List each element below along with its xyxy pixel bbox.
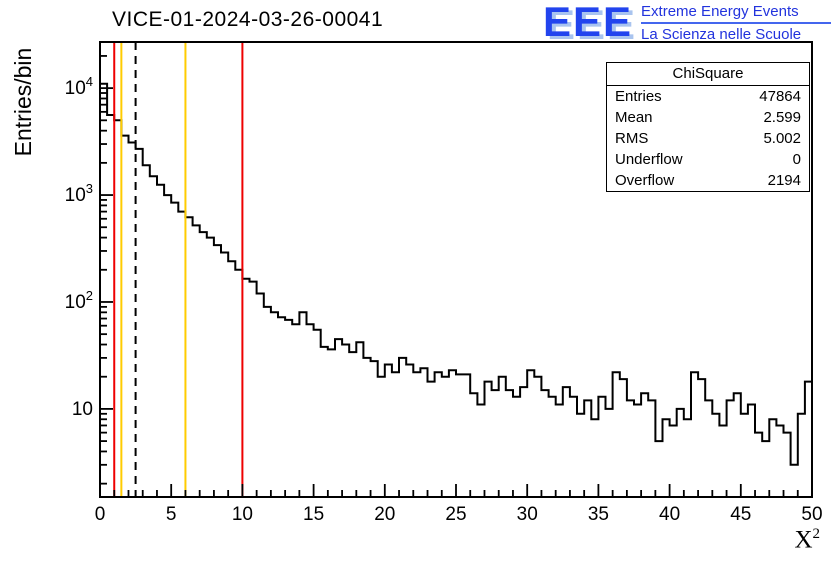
svg-text:10: 10 xyxy=(232,504,253,525)
stats-row-underflow: Underflow 0 xyxy=(607,149,809,170)
stats-value: 0 xyxy=(792,151,801,168)
svg-text:50: 50 xyxy=(801,504,822,525)
svg-text:104: 104 xyxy=(65,74,93,99)
svg-text:30: 30 xyxy=(517,504,538,525)
eee-logo-text: EEE xyxy=(543,0,634,45)
stats-label: Underflow xyxy=(615,151,683,168)
stats-label: Mean xyxy=(615,109,653,126)
svg-text:40: 40 xyxy=(659,504,680,525)
svg-text:103: 103 xyxy=(65,181,93,206)
logo-divider xyxy=(641,22,832,24)
plot-title: VICE-01-2024-03-26-00041 xyxy=(112,8,384,31)
stats-row-rms: RMS 5.002 xyxy=(607,128,809,149)
x-axis-label: X2 xyxy=(760,526,820,554)
stats-value: 47864 xyxy=(759,88,801,105)
stats-label: Entries xyxy=(615,88,662,105)
stats-title: ChiSquare xyxy=(607,63,809,86)
x-axis-label-exponent: 2 xyxy=(812,526,821,542)
stats-value: 2.599 xyxy=(763,109,801,126)
svg-text:102: 102 xyxy=(65,288,93,313)
stats-value: 5.002 xyxy=(763,130,801,147)
eee-logo-line1: Extreme Energy Events xyxy=(641,3,799,20)
svg-text:0: 0 xyxy=(95,504,106,525)
stats-label: RMS xyxy=(615,130,649,147)
stats-label: Overflow xyxy=(615,172,675,189)
stats-value: 2194 xyxy=(767,172,801,189)
svg-text:15: 15 xyxy=(303,504,324,525)
eee-logo-line2: La Scienza nelle Scuole xyxy=(641,26,802,43)
stats-row-overflow: Overflow 2194 xyxy=(607,170,809,191)
svg-text:20: 20 xyxy=(374,504,395,525)
svg-text:25: 25 xyxy=(445,504,466,525)
svg-text:45: 45 xyxy=(730,504,751,525)
x-axis-label-base: X xyxy=(794,526,813,554)
eee-logo-caption: Extreme Energy Events La Scienza nelle S… xyxy=(641,3,832,43)
eee-logo: EEE Extreme Energy Events La Scienza nel… xyxy=(543,0,832,45)
svg-text:10: 10 xyxy=(72,399,93,420)
stats-box: ChiSquare Entries 47864 Mean 2.599 RMS 5… xyxy=(606,62,810,192)
svg-text:35: 35 xyxy=(588,504,609,525)
y-axis-label: Entries/bin xyxy=(10,47,36,157)
stats-row-mean: Mean 2.599 xyxy=(607,107,809,128)
svg-text:5: 5 xyxy=(166,504,177,525)
stats-row-entries: Entries 47864 xyxy=(607,86,809,107)
